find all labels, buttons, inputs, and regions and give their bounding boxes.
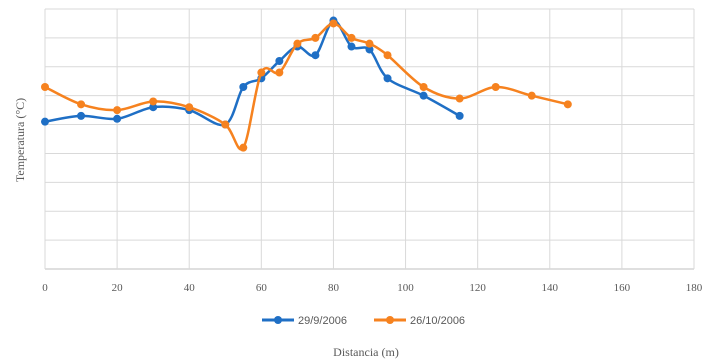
data-point [419, 91, 428, 100]
x-tick-label: 60 [256, 282, 268, 294]
data-point [455, 94, 464, 103]
data-point [77, 111, 86, 120]
data-point [527, 91, 536, 100]
data-point [41, 83, 49, 91]
data-point [365, 39, 374, 48]
x-tick-label: 180 [686, 282, 703, 294]
data-point [275, 57, 284, 65]
x-tick-label: 0 [42, 282, 48, 294]
data-point [149, 103, 158, 112]
data-point [149, 97, 158, 106]
data-point [329, 19, 338, 28]
x-tick-label: 100 [397, 282, 414, 294]
data-point [419, 83, 428, 91]
series-2 [41, 19, 572, 152]
x-tick-label: 40 [184, 282, 196, 294]
x-tick-label: 140 [542, 282, 559, 294]
y-axis-title: Temperatura (°C) [13, 98, 27, 182]
x-axis-title: Distancia (m) [333, 345, 399, 359]
data-point [221, 120, 230, 129]
legend-marker-series-2 [386, 316, 394, 324]
data-point [185, 103, 194, 112]
data-point [311, 33, 320, 42]
grid [44, 8, 695, 270]
data-point [293, 39, 302, 48]
data-point [383, 74, 392, 83]
data-point [455, 111, 464, 120]
data-point [491, 83, 500, 91]
data-point [239, 83, 248, 91]
x-tick-label: 80 [328, 282, 340, 294]
data-point [275, 68, 284, 77]
legend-label-series-1: 29/9/2006 [298, 315, 347, 327]
data-point [41, 117, 49, 126]
data-point [257, 68, 266, 77]
legend: 29/9/2006 26/10/2006 [262, 315, 465, 327]
data-point [347, 33, 356, 42]
series-1 [41, 16, 464, 129]
x-tick-label: 120 [469, 282, 486, 294]
data-point [239, 143, 248, 152]
series-layer [41, 16, 572, 152]
legend-marker-series-1 [274, 316, 282, 324]
x-tick-labels: 0 20 40 60 80 100 120 140 160 180 [42, 282, 703, 294]
series-line-2 [44, 22, 569, 151]
data-point [113, 106, 122, 115]
x-tick-label: 20 [112, 282, 124, 294]
x-tick-label: 160 [614, 282, 631, 294]
data-point [77, 100, 86, 109]
legend-label-series-2: 26/10/2006 [410, 315, 465, 327]
data-point [383, 51, 392, 60]
data-point [113, 114, 122, 123]
data-point [347, 42, 356, 51]
data-point [365, 45, 374, 54]
data-point [311, 51, 320, 60]
data-point [563, 100, 572, 109]
